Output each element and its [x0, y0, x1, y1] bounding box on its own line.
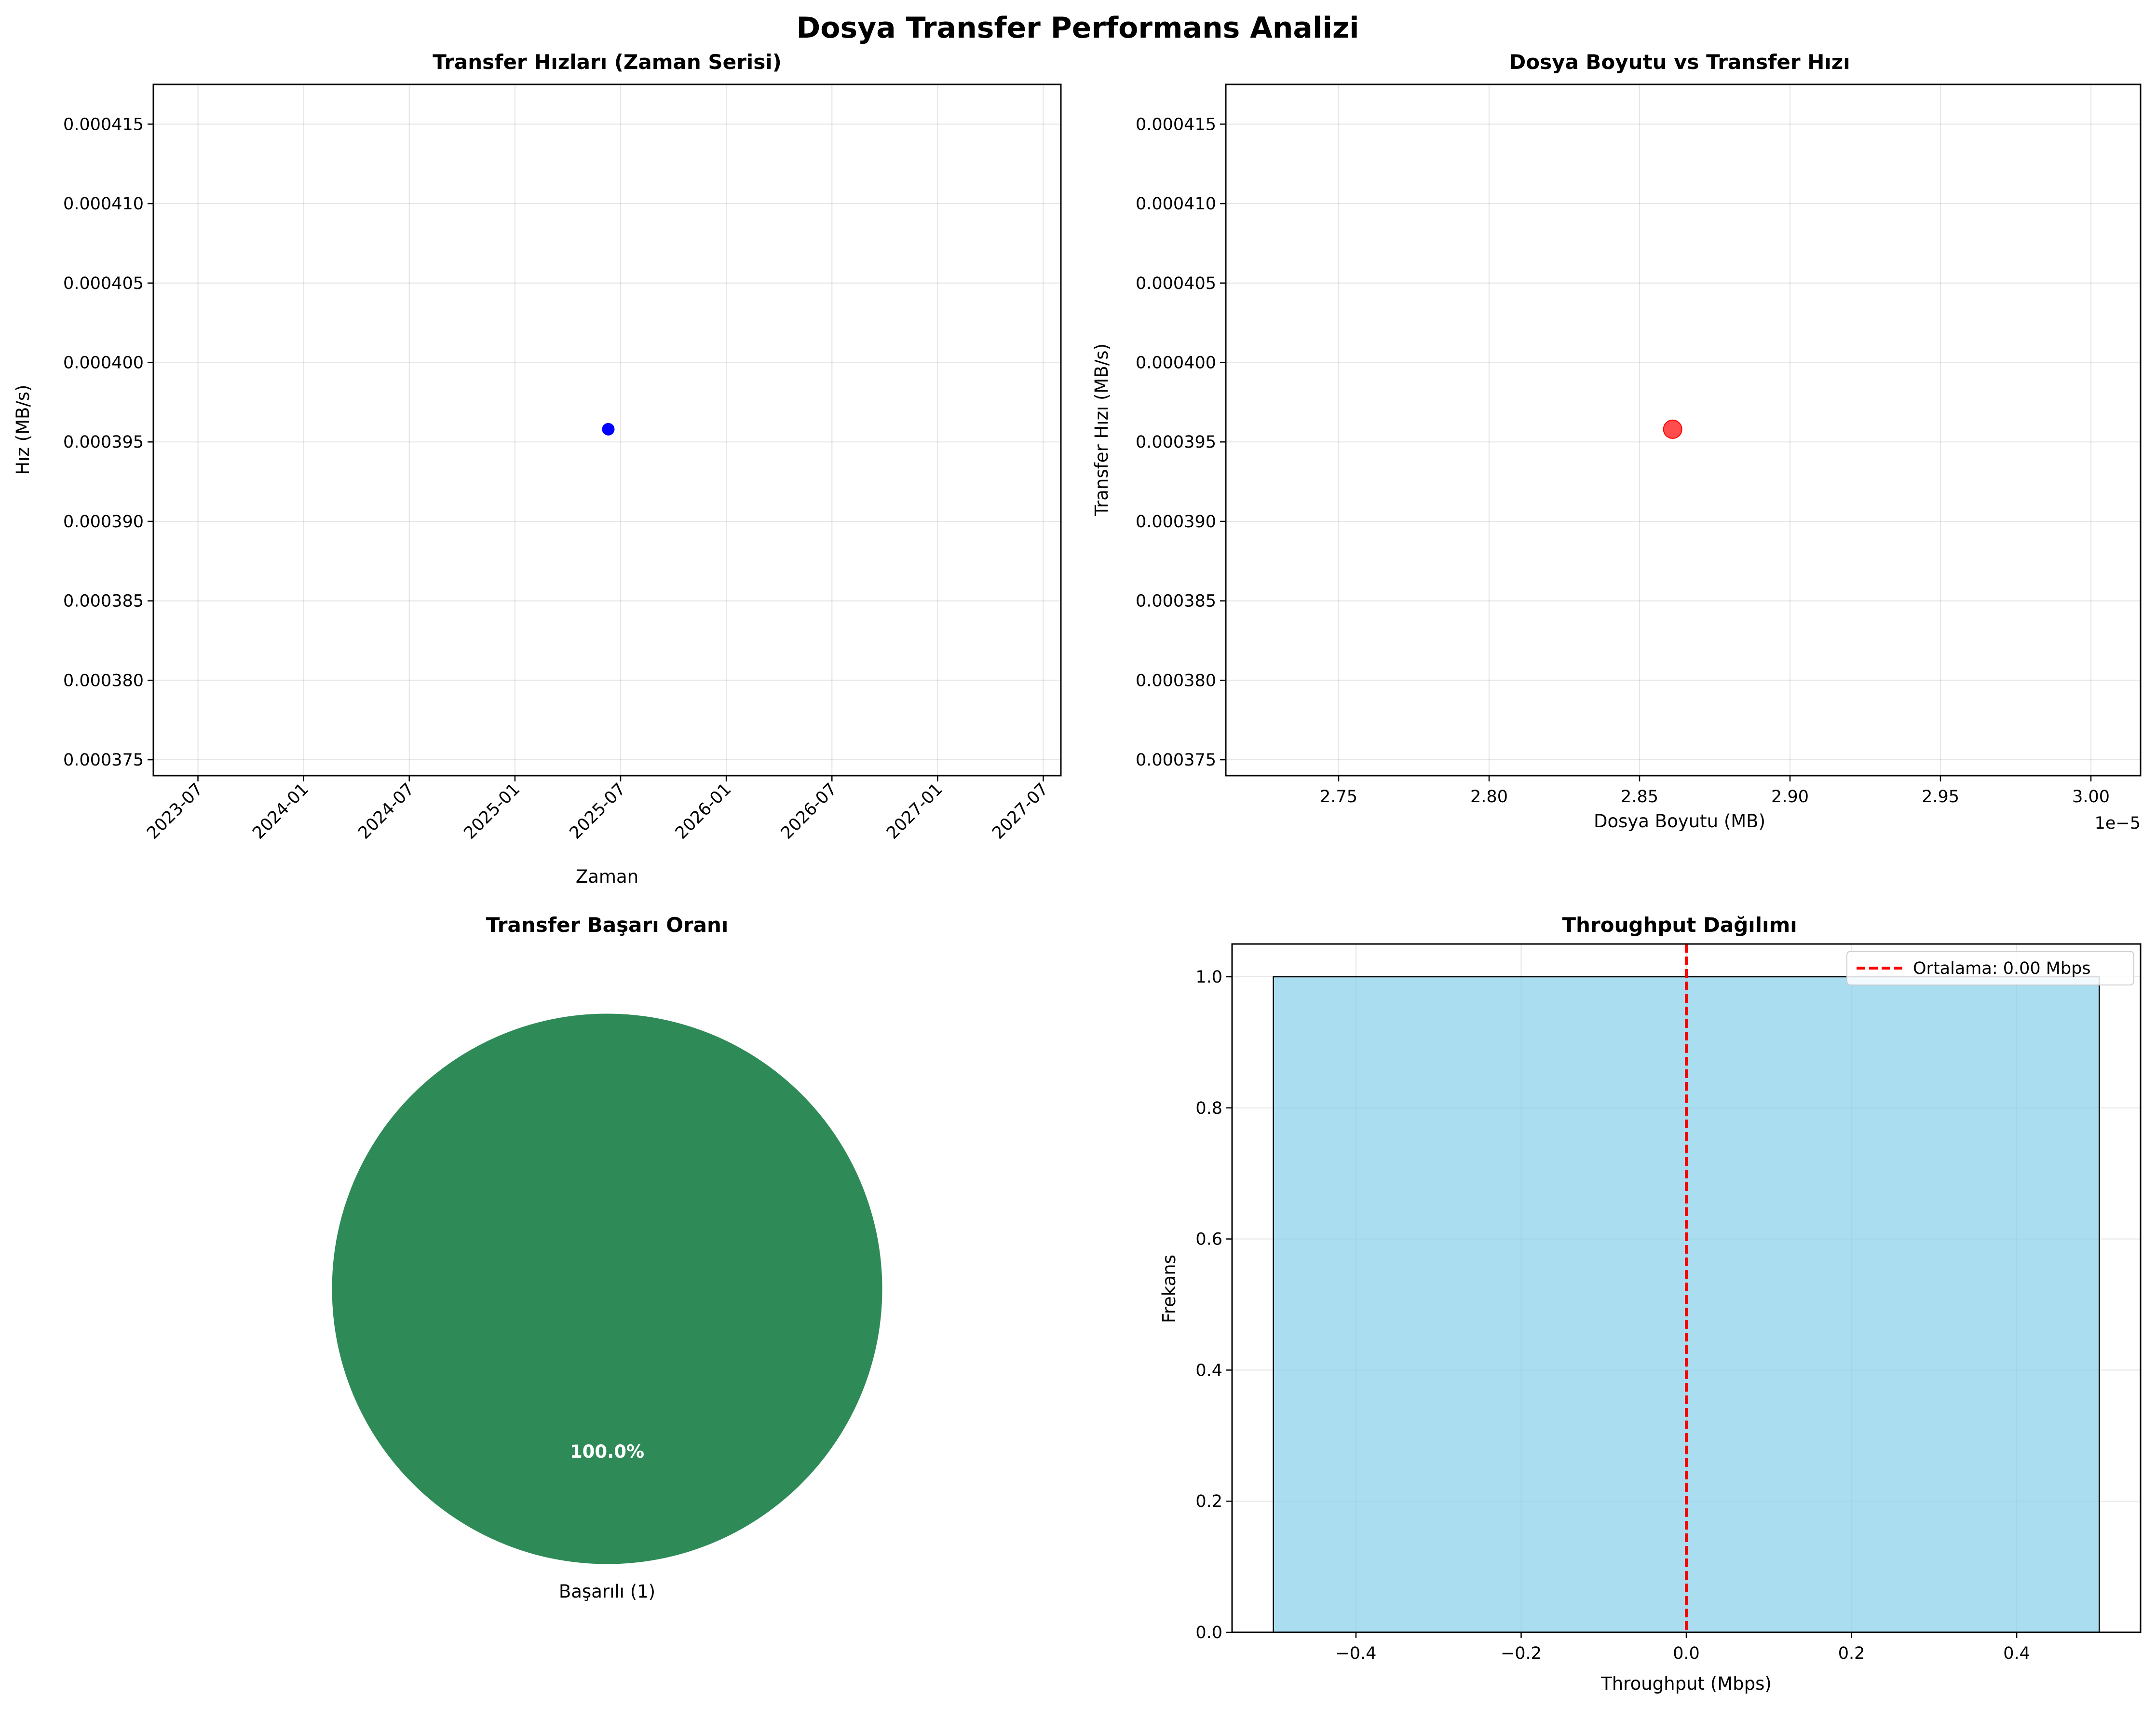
panel2-x-tick-label: 2.80: [1470, 787, 1508, 807]
panel4-y-tick-label: 0.0: [1195, 1623, 1222, 1642]
panel2-y-tick-label: 0.000395: [1136, 433, 1216, 452]
panel1-y-ticks: 0.000375 0.000380 0.000385 0.000390 0.000395…: [63, 115, 153, 770]
panel2-x-tick-label: 2.90: [1771, 787, 1809, 807]
panel4-xlabel: Throughput (Mbps): [1600, 1673, 1772, 1694]
panel4-x-tick-label: 0.0: [1673, 1644, 1700, 1663]
panel4-x-tick-label: −0.2: [1501, 1644, 1542, 1663]
panel2-x-offset: 1e−5: [2095, 814, 2141, 833]
panel2-x-tick-label: 2.85: [1621, 787, 1658, 807]
panel2-y-tick-label: 0.000375: [1136, 751, 1216, 770]
panel2-y-tick-label: 0.000410: [1136, 194, 1216, 214]
panel4-x-tick-label: −0.4: [1335, 1644, 1376, 1663]
panel1-y-tick-label: 0.000405: [63, 274, 144, 293]
scatter-point: [1663, 419, 1682, 439]
time-series-point: [602, 423, 615, 436]
panel4-y-ticks: 0.0 0.2 0.4 0.6 0.8 1.0: [1195, 968, 1232, 1642]
panel2-grid: [1226, 84, 2141, 776]
figure-suptitle: Dosya Transfer Performans Analizi: [796, 11, 1359, 45]
panel1-y-tick-label: 0.000375: [63, 751, 144, 770]
panel4-y-tick-label: 1.0: [1195, 968, 1222, 987]
panel1-ylabel: Hız (MB/s): [13, 384, 33, 475]
panel4-title: Throughput Dağılımı: [1562, 913, 1797, 937]
panel2-y-tick-label: 0.000415: [1136, 115, 1216, 134]
panel1-xlabel: Zaman: [576, 866, 638, 887]
panel4-y-tick-label: 0.4: [1195, 1361, 1222, 1380]
panel1-y-tick-label: 0.000415: [63, 115, 144, 134]
panel2-x-ticks: 2.75 2.80 2.85 2.90 2.95 3.00: [1320, 776, 2110, 807]
panel1-y-tick-label: 0.000385: [63, 592, 144, 611]
panel4-legend: Ortalama: 0.00 Mbps: [1846, 951, 2134, 985]
panel2-y-tick-label: 0.000405: [1136, 274, 1216, 293]
panel-histogram: Throughput Dağılımı −0.4 −0.2 0.0 0.2 0.4 0.…: [1159, 913, 2142, 1694]
panel-pie: Transfer Başarı Oranı 100.0% Başarılı (1…: [330, 913, 884, 1602]
panel2-xlabel: Dosya Boyutu (MB): [1594, 811, 1765, 832]
panel4-y-tick-label: 0.6: [1195, 1230, 1222, 1249]
panel2-y-tick-label: 0.000385: [1136, 592, 1216, 611]
pie-slice-label: Başarılı (1): [559, 1581, 655, 1602]
pie-slice: [330, 1012, 884, 1566]
legend-box: [1846, 951, 2134, 985]
panel2-title: Dosya Boyutu vs Transfer Hızı: [1509, 50, 1850, 74]
panel2-y-tick-label: 0.000390: [1136, 512, 1216, 532]
panel4-y-tick-label: 0.8: [1195, 1099, 1222, 1118]
panel4-x-ticks: −0.4 −0.2 0.0 0.2 0.4: [1335, 1632, 2030, 1663]
panel3-title: Transfer Başarı Oranı: [486, 913, 729, 937]
pie-slice-pct-label: 100.0%: [570, 1441, 644, 1462]
legend-label: Ortalama: 0.00 Mbps: [1913, 959, 2091, 978]
panel1-y-tick-label: 0.000380: [63, 671, 144, 690]
panel2-y-tick-label: 0.000400: [1136, 353, 1216, 372]
panel2-y-ticks: 0.000375 0.000380 0.000385 0.000390 0.000395…: [1136, 115, 1226, 770]
panel1-y-tick-label: 0.000400: [63, 353, 144, 372]
panel1-y-tick-label: 0.000410: [63, 194, 144, 214]
panel4-x-tick-label: 0.4: [2003, 1644, 2030, 1663]
panel2-ylabel: Transfer Hızı (MB/s): [1091, 343, 1112, 517]
panel2-x-tick-label: 2.95: [1922, 787, 1959, 807]
panel1-points: [602, 423, 615, 436]
panel1-grid: [153, 84, 1061, 776]
panel4-y-tick-label: 0.2: [1195, 1492, 1222, 1511]
panel4-x-tick-label: 0.2: [1838, 1644, 1865, 1663]
panel2-x-tick-label: 2.75: [1320, 787, 1357, 807]
panel2-y-tick-label: 0.000380: [1136, 671, 1216, 690]
panel1-y-tick-label: 0.000390: [63, 512, 144, 532]
panel1-frame: [152, 83, 1062, 777]
panel1-title: Transfer Hızları (Zaman Serisi): [433, 50, 782, 74]
panel-scatter: Dosya Boyutu vs Transfer Hızı 2.75 2.80 2.…: [1091, 50, 2142, 833]
panel1-y-tick-label: 0.000395: [63, 433, 144, 452]
panel4-ylabel: Frekans: [1159, 1255, 1180, 1323]
panel2-frame: [1225, 83, 2142, 777]
panel3-slices: [330, 1012, 884, 1566]
panel2-points: [1663, 419, 1682, 439]
panel2-x-tick-label: 3.00: [2072, 787, 2110, 807]
